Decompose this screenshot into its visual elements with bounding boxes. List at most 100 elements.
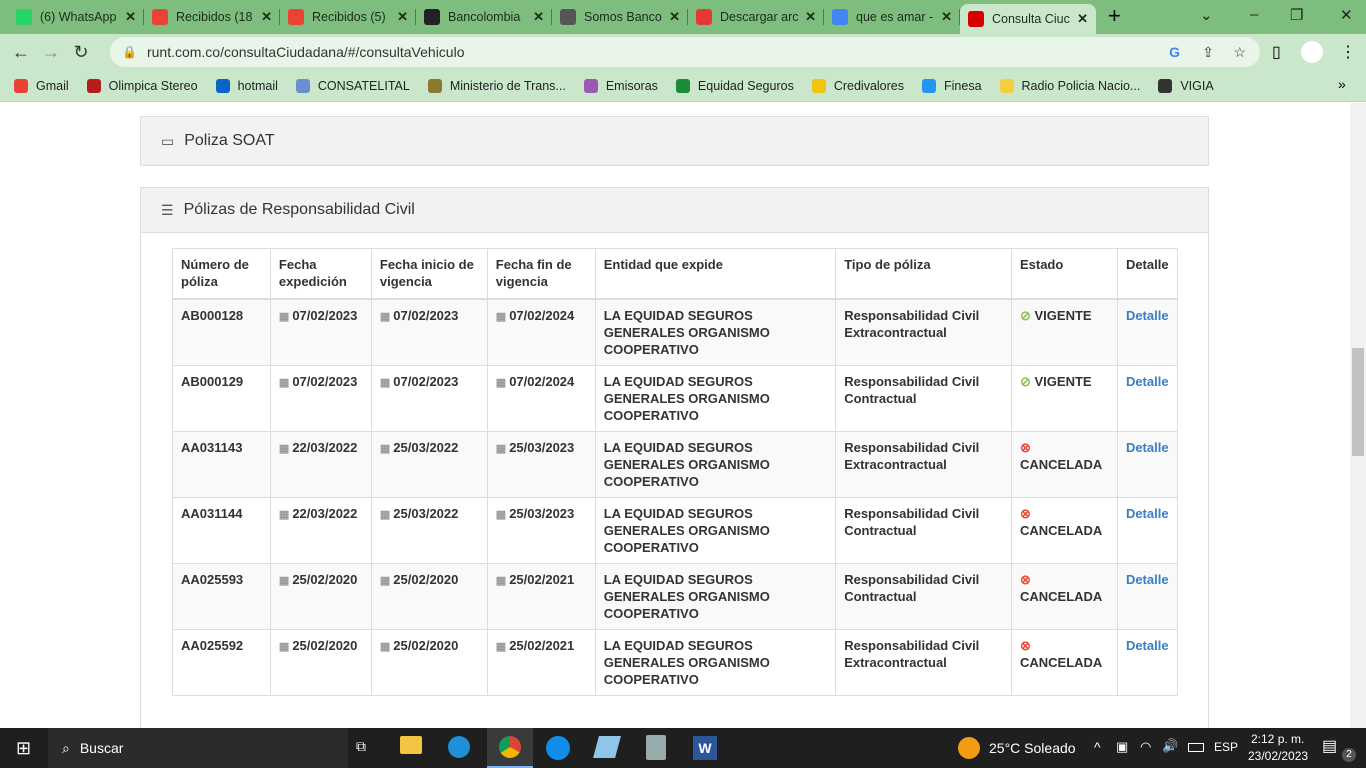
reload-button[interactable]: ↻ [73,41,89,62]
browser-tab[interactable]: Somos Banco ✕ [552,0,688,34]
edge-icon[interactable] [448,736,470,758]
date-value: 25/03/2022 [393,439,459,455]
browser-tab[interactable]: Recibidos (5) ✕ [280,0,416,34]
calendar-icon: ▦ [379,640,391,653]
calendar-icon: ▦ [278,508,290,521]
close-window-button[interactable]: ✕ [1340,7,1353,24]
bookmark-label: hotmail [237,78,278,93]
teamviewer-icon[interactable] [546,736,570,760]
bookmark-item[interactable]: Credivalores [811,78,904,93]
browser-tab[interactable]: Consulta Ciuc ✕ [960,4,1096,34]
close-tab-icon[interactable]: ✕ [533,9,544,24]
column-header: Entidad que expide [594,248,837,300]
close-tab-icon[interactable]: ✕ [1077,11,1088,26]
detail-link[interactable]: Detalle [1125,637,1169,653]
volume-icon[interactable]: 🔊 [1162,738,1179,753]
forward-button[interactable]: → [42,41,60,62]
tab-title: (6) WhatsApp [40,10,117,24]
new-tab-button[interactable]: + [1108,3,1121,28]
calendar-icon: ▦ [278,640,290,653]
bookmark-item[interactable]: Gmail [14,78,69,93]
column-header: Número de póliza [172,248,271,300]
calendar-icon: ▦ [495,640,507,653]
restore-button[interactable]: ❐ [1290,7,1304,24]
language-indicator[interactable]: ESP [1214,740,1239,754]
word-icon[interactable]: W [693,736,717,760]
close-tab-icon[interactable]: ✕ [261,9,272,24]
bookmark-item[interactable]: Ministerio de Trans... [427,78,566,93]
tab-title: Recibidos (18 [176,10,253,24]
clock-date[interactable]: 23/02/2023 [1248,749,1309,763]
bookmark-item[interactable]: CONSATELITAL [295,78,410,93]
table-row: AA025592 ▦ 25/02/2020 ▦ 25/02/2020 ▦ 25/02/202… [172,628,1179,696]
browser-tab[interactable]: Bancolombia ✕ [416,0,552,34]
detail-link[interactable]: Detalle [1125,571,1169,587]
detail-link[interactable]: Detalle [1125,373,1169,389]
close-tab-icon[interactable]: ✕ [805,9,816,24]
detail-link[interactable]: Detalle [1125,307,1169,323]
close-tab-icon[interactable]: ✕ [125,9,136,24]
chrome-taskbar-button[interactable] [487,728,533,768]
close-tab-icon[interactable]: ✕ [669,9,680,24]
search-placeholder: Buscar [79,740,124,756]
check-circle-icon: ⊘ [1019,307,1031,323]
windows-start-icon[interactable]: ⊞ [16,738,32,758]
bookmark-item[interactable]: Equidad Seguros [675,78,794,93]
column-header: Fecha expedición [269,248,372,300]
address-bar[interactable]: 🔒 runt.com.co/consultaCiudadana/#/consul… [110,37,1260,67]
tab-favicon-icon [152,9,168,25]
bookmark-item[interactable]: Olimpica Stereo [86,78,198,93]
camera-icon[interactable]: ▣ [1116,739,1129,754]
close-tab-icon[interactable]: ✕ [397,9,408,24]
detail-link[interactable]: Detalle [1125,439,1169,455]
bookmark-favicon-icon [675,78,690,93]
bookmark-label: VIGIA [1180,78,1214,93]
table-row: AA025593 ▦ 25/02/2020 ▦ 25/02/2020 ▦ 25/02/202… [172,562,1179,630]
scrollbar-thumb[interactable] [1352,348,1364,456]
cell: Responsabilidad Civil Extracontractual [835,298,1012,366]
bookmark-label: Olimpica Stereo [108,78,198,93]
date-value: 22/03/2022 [292,439,358,455]
browser-tab[interactable]: que es amar - ✕ [824,0,960,34]
bookmark-favicon-icon [999,78,1014,93]
side-panel-icon[interactable]: ▯ [1272,44,1281,61]
tab-search-icon[interactable]: ⌄ [1200,7,1213,24]
date-value: 07/02/2023 [393,307,459,323]
browser-tab[interactable]: Descargar arc ✕ [688,0,824,34]
menu-icon[interactable]: ⋮ [1340,44,1356,61]
search-box[interactable]: ⌕ Buscar [48,728,348,768]
bookmark-item[interactable]: Radio Policia Nacio... [999,78,1140,93]
tab-title: Recibidos (5) [312,10,386,24]
more-bookmarks-icon[interactable]: » [1338,76,1346,92]
detail-link[interactable]: Detalle [1125,505,1169,521]
task-view-icon[interactable]: ⧉ [356,738,366,754]
share-icon[interactable]: ⇪ [1202,43,1214,60]
file-explorer-icon[interactable] [400,736,422,754]
scrollbar[interactable] [1350,103,1366,728]
cell: AA025592 [172,628,271,696]
browser-tab[interactable]: Recibidos (18 ✕ [144,0,280,34]
profile-avatar[interactable] [1301,41,1323,63]
battery-icon[interactable] [1188,743,1204,752]
browser-tab[interactable]: (6) WhatsApp ✕ [8,0,144,34]
close-tab-icon[interactable]: ✕ [941,9,952,24]
back-button[interactable]: ← [12,41,30,62]
notes-icon[interactable] [593,736,621,758]
bookmark-item[interactable]: Emisoras [583,78,658,93]
clock-time[interactable]: 2:12 p. m. [1251,732,1305,746]
minimize-button[interactable]: – [1250,6,1259,23]
bookmark-favicon-icon [295,78,310,93]
bookmark-item[interactable]: VIGIA [1158,78,1214,93]
google-icon[interactable]: G [1169,44,1180,60]
notification-icon[interactable]: ▤ [1322,738,1338,755]
bookmark-item[interactable]: Finesa [922,78,982,93]
star-icon[interactable]: ☆ [1233,43,1246,60]
calculator-icon[interactable] [646,735,666,760]
soat-panel-header[interactable]: ▭ Poliza SOAT [140,116,1209,166]
bookmark-item[interactable]: hotmail [215,78,278,93]
show-hidden-icons[interactable]: ^ [1094,739,1101,755]
weather-sun-icon [958,737,980,759]
wifi-icon[interactable]: ◠ [1140,739,1152,754]
weather-text[interactable]: 25°C Soleado [989,740,1076,756]
date-value: 07/02/2023 [292,373,358,389]
